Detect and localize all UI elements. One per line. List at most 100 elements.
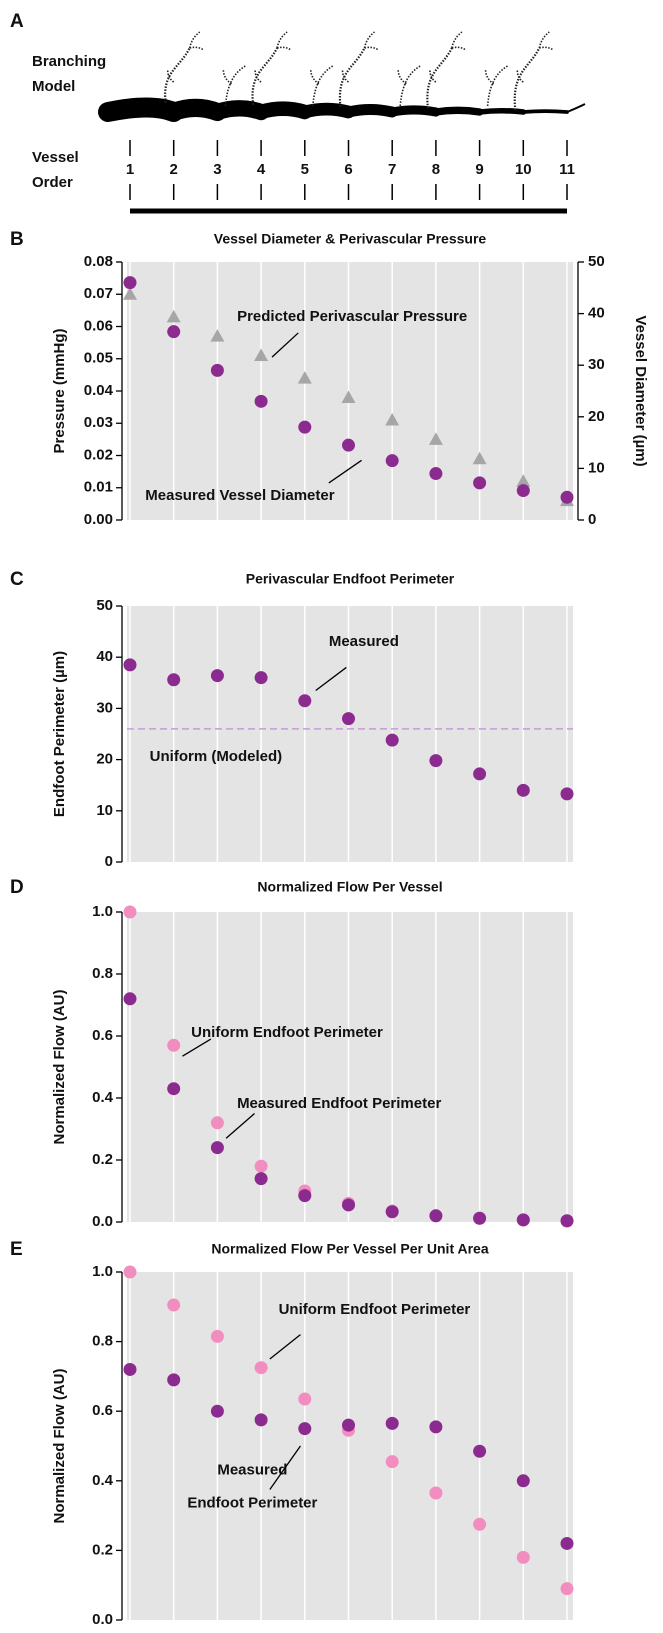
panel-letter: B — [10, 229, 24, 250]
leader-line — [269, 1445, 301, 1490]
row-label: Order — [32, 174, 73, 191]
leader-line — [328, 459, 362, 484]
vessel-branch — [516, 31, 554, 83]
triangle-point — [254, 348, 269, 362]
leader-line — [182, 1038, 212, 1057]
vessel-branch — [251, 47, 279, 105]
leader-line — [315, 666, 347, 691]
point — [123, 992, 137, 1006]
series-label: Endfoot Perimeter — [187, 1494, 317, 1511]
point — [210, 1141, 224, 1155]
point — [516, 1474, 530, 1488]
point — [298, 1422, 312, 1436]
point — [342, 1198, 355, 1212]
y2-tick-label: 50 — [588, 253, 605, 270]
y-tick-label: 0.2 — [92, 1541, 113, 1558]
panel-letter: A — [10, 11, 24, 32]
point — [429, 754, 443, 768]
point — [342, 712, 355, 726]
order-label: 3 — [213, 161, 221, 178]
series-label: Measured — [217, 1461, 287, 1478]
y-axis-title: Normalized Flow (AU) — [51, 989, 68, 1144]
vessel-branch — [166, 31, 205, 83]
order-label: 1 — [126, 161, 134, 178]
triangle-point — [297, 371, 312, 384]
point — [342, 438, 355, 452]
point — [385, 454, 399, 468]
chart-title: Normalized Flow Per Vessel — [257, 879, 442, 895]
y-tick-label: 40 — [96, 648, 113, 665]
point — [167, 1298, 181, 1312]
point — [123, 905, 137, 919]
y-tick-label: 1.0 — [92, 1263, 113, 1280]
order-label: 6 — [344, 161, 352, 178]
order-label: 7 — [388, 161, 396, 178]
leader-line — [225, 1113, 255, 1139]
point — [167, 673, 181, 687]
vessel-branch — [254, 31, 292, 83]
vessel-segment — [98, 97, 184, 122]
order-label: 9 — [475, 161, 483, 178]
point — [473, 767, 487, 781]
point — [210, 1404, 224, 1418]
point — [385, 733, 399, 747]
triangle-point — [428, 432, 443, 445]
y-axis-title: Normalized Flow (AU) — [51, 1368, 68, 1523]
vessel-segment — [387, 105, 441, 117]
point — [560, 1582, 574, 1596]
y-tick-label: 0.06 — [84, 317, 113, 334]
point — [254, 1159, 268, 1173]
order-label: 2 — [170, 161, 178, 178]
triangle-point — [210, 329, 225, 342]
point — [516, 1213, 530, 1227]
point — [167, 1082, 181, 1096]
y-tick-label: 0.4 — [92, 1089, 114, 1106]
y-tick-label: 0.02 — [84, 446, 113, 463]
order-label: 10 — [515, 161, 532, 178]
point — [342, 1418, 355, 1432]
point — [473, 1211, 487, 1225]
point — [254, 394, 268, 408]
point — [560, 490, 574, 504]
plot-background — [127, 1272, 573, 1620]
vessel-branch — [310, 65, 334, 107]
row-label: Branching — [32, 53, 106, 70]
y2-tick-label: 0 — [588, 511, 596, 528]
vessel-branch — [429, 31, 467, 83]
point — [210, 669, 224, 683]
vessel-segment — [566, 103, 586, 113]
row-label: Vessel — [32, 149, 79, 166]
y-axis-title: Pressure (mmHg) — [51, 328, 68, 453]
point — [298, 1392, 312, 1406]
y-tick-label: 0.04 — [84, 382, 114, 399]
point — [167, 1038, 181, 1052]
series-label: Measured — [329, 633, 399, 650]
point — [516, 484, 530, 498]
chart-title: Perivascular Endfoot Perimeter — [246, 571, 455, 587]
y-tick-label: 1.0 — [92, 903, 113, 920]
triangle-point — [123, 287, 137, 300]
y-tick-label: 20 — [96, 751, 113, 768]
y-tick-label: 0.03 — [84, 414, 113, 431]
y-tick-label: 0.8 — [92, 965, 113, 982]
y2-axis-title: Vessel Diameter (µm) — [632, 315, 649, 466]
y-tick-label: 10 — [96, 802, 113, 819]
y-tick-label: 0.8 — [92, 1333, 113, 1350]
vessel-branch — [484, 65, 509, 107]
series-label: Measured Vessel Diameter — [145, 487, 334, 504]
vessel-segment — [298, 102, 355, 119]
panel-letter: D — [10, 877, 24, 898]
vessel-segment — [253, 101, 313, 120]
y-tick-label: 0.01 — [84, 479, 113, 496]
plot-background — [127, 912, 573, 1222]
point — [516, 783, 530, 797]
point — [516, 1550, 530, 1564]
y-tick-label: 0.6 — [92, 1027, 113, 1044]
y2-tick-label: 30 — [588, 356, 605, 373]
point — [210, 363, 224, 377]
order-label: 11 — [559, 161, 575, 178]
chart-title: Normalized Flow Per Vessel Per Unit Area — [211, 1241, 488, 1257]
order-label: 4 — [257, 161, 266, 178]
y-tick-label: 0.0 — [92, 1611, 113, 1628]
